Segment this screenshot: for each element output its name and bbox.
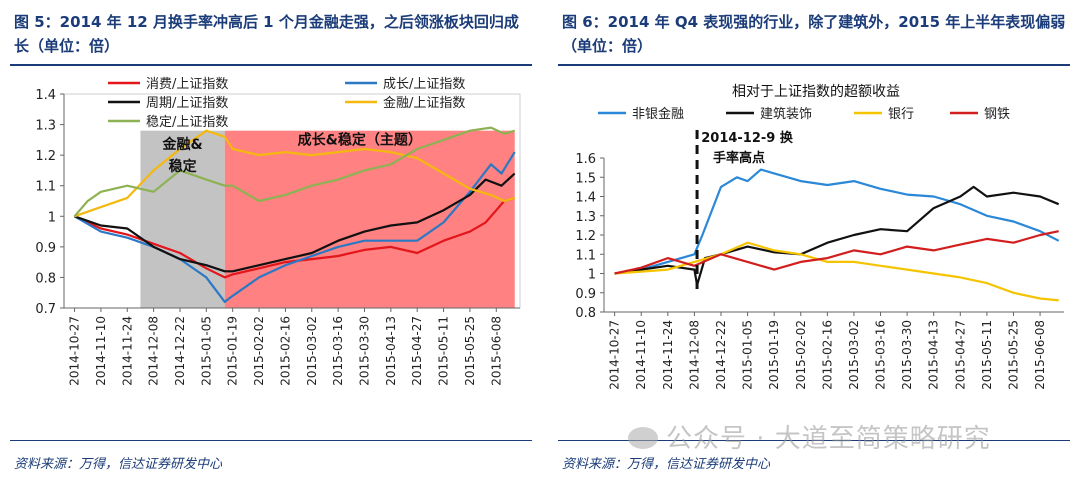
wechat-icon <box>628 427 658 449</box>
y-tick-label: 0.7 <box>35 302 56 317</box>
figure-5-title: 图 5：2014 年 12 月换手率冲高后 1 个月金融走强，之后领涨板块回归成… <box>14 13 519 55</box>
shaded-region-1 <box>140 130 225 308</box>
x-tick-label: 2015-01-19 <box>226 316 240 386</box>
x-tick-label: 2015-02-16 <box>278 316 292 386</box>
x-tick-label: 2014-11-10 <box>94 316 108 386</box>
x-tick-label: 2015-03-02 <box>305 316 319 386</box>
x-tick-label: 2014-12-08 <box>147 316 161 386</box>
x-tick-label: 2015-02-02 <box>252 316 266 386</box>
y-tick-label: 1.2 <box>575 229 596 244</box>
x-tick-label: 2015-04-27 <box>953 320 967 390</box>
x-tick-label: 2014-12-08 <box>687 320 701 390</box>
figure-6-title-rule <box>558 64 1070 66</box>
series-line-2 <box>614 185 1060 287</box>
x-tick-label: 2015-02-16 <box>820 320 834 390</box>
figure-6-source: 资料来源：万得，信达证券研发中心 <box>562 457 771 472</box>
region-label-financial: 稳定 <box>169 158 197 175</box>
figure-6-panel: 图 6：2014 年 Q4 表现强的行业，除了建筑外，2015 年上半年表现偏弱… <box>548 0 1080 479</box>
series-line-3 <box>74 172 516 273</box>
series-line-4 <box>74 129 516 218</box>
legend-label: 消费/上证指数 <box>146 77 228 92</box>
x-tick-label: 2014-10-27 <box>608 320 622 390</box>
legend-label: 银行 <box>888 107 914 122</box>
series-line-4 <box>614 230 1059 275</box>
x-tick-label: 2015-04-13 <box>384 316 398 386</box>
y-tick-label: 1.4 <box>575 191 596 206</box>
figure-5-source: 资料来源：万得，信达证券研发中心 <box>14 457 223 472</box>
legend-label: 稳定/上证指数 <box>146 114 228 130</box>
y-tick-label: 1.1 <box>35 180 56 195</box>
series-line-5 <box>73 126 516 218</box>
x-tick-label: 2015-06-08 <box>489 316 503 386</box>
series-line-1 <box>614 168 1060 275</box>
plot-area <box>604 158 1064 312</box>
watermark-text: 公众号 · 大道至简策略研究 <box>666 424 991 454</box>
legend-label: 钢铁 <box>984 107 1010 122</box>
region-label-financial: 金融& <box>162 136 203 153</box>
y-tick-label: 1.3 <box>575 210 596 225</box>
x-tick-label: 2015-03-02 <box>847 320 861 390</box>
legend-label: 建筑装饰 <box>760 106 812 122</box>
x-tick-label: 2015-05-25 <box>463 316 477 386</box>
x-tick-label: 2015-03-30 <box>357 316 371 386</box>
figure-5-panel: 图 5：2014 年 12 月换手率冲高后 1 个月金融走强，之后领涨板块回归成… <box>10 13 532 472</box>
x-tick-label: 2015-04-27 <box>410 316 424 386</box>
y-tick-label: 1.1 <box>575 248 596 263</box>
y-tick-label: 0.8 <box>575 306 596 321</box>
y-tick-label: 1 <box>588 268 596 283</box>
x-tick-label: 2015-01-19 <box>767 320 781 390</box>
x-tick-label: 2015-04-13 <box>927 320 941 390</box>
legend-label: 周期/上证指数 <box>146 96 228 111</box>
figure-5-source-rule <box>10 440 532 441</box>
x-tick-label: 2015-02-02 <box>794 320 808 390</box>
x-tick-label: 2015-06-08 <box>1033 320 1047 390</box>
annotation-label: 手率高点 <box>713 150 765 166</box>
y-tick-label: 0.8 <box>35 271 56 286</box>
y-tick-label: 1.5 <box>575 171 596 186</box>
x-tick-label: 2015-05-25 <box>1006 320 1020 390</box>
x-tick-label: 2014-10-27 <box>68 316 82 386</box>
x-tick-label: 2015-03-16 <box>874 320 888 390</box>
x-tick-label: 2015-03-16 <box>331 316 345 386</box>
shaded-region-2 <box>224 130 515 308</box>
x-tick-label: 2015-01-05 <box>741 320 755 390</box>
y-tick-label: 1.4 <box>35 88 56 103</box>
figure-5-chart: 0.7 0.8 0.9 1 1.1 1.2 1.3 1.4 2014-10-27 2014-11-… <box>35 77 521 386</box>
y-tick-label: 1 <box>48 210 56 225</box>
x-tick-label: 2015-01-05 <box>199 316 213 386</box>
figure-6-source-rule <box>558 440 1070 441</box>
x-tick-label: 2014-11-24 <box>661 320 675 390</box>
x-tick-label: 2014-11-10 <box>634 320 648 390</box>
region-label-growth: 成长&稳定（主题） <box>298 131 422 148</box>
x-tick-label: 2015-03-30 <box>900 320 914 390</box>
chart-title: 相对于上证指数的超额收益 <box>732 84 900 100</box>
x-tick-label: 2014-12-22 <box>714 320 728 390</box>
y-tick-label: 1.3 <box>35 119 56 134</box>
y-tick-label: 0.9 <box>35 241 56 256</box>
x-tick-label: 2014-11-24 <box>120 316 134 386</box>
figure-5-title-rule <box>10 64 532 66</box>
x-tick-label: 2014-12-22 <box>173 316 187 386</box>
series-line-3 <box>614 241 1059 302</box>
y-tick-label: 1.2 <box>35 149 56 164</box>
x-tick-label: 2015-05-11 <box>980 320 994 390</box>
watermark: 公众号 · 大道至简策略研究 <box>628 418 991 455</box>
figure-6-title: 图 6：2014 年 Q4 表现强的行业，除了建筑外，2015 年上半年表现偏弱… <box>562 13 1066 55</box>
legend-label: 非银金融 <box>632 106 684 122</box>
figure-6-chart: 0.8 0.9 1 1.1 1.2 1.3 1.4 1.5 1.6 2014-10-27 2014-… <box>575 84 1064 390</box>
x-tick-label: 2015-05-11 <box>437 316 451 386</box>
legend-label: 金融/上证指数 <box>383 95 465 111</box>
y-tick-label: 0.9 <box>575 287 596 302</box>
legend-label: 成长/上证指数 <box>383 77 465 92</box>
series-line-1 <box>74 196 516 279</box>
y-tick-label: 1.6 <box>575 152 596 167</box>
annotation-label: 2014-12-9 换 <box>701 130 794 146</box>
